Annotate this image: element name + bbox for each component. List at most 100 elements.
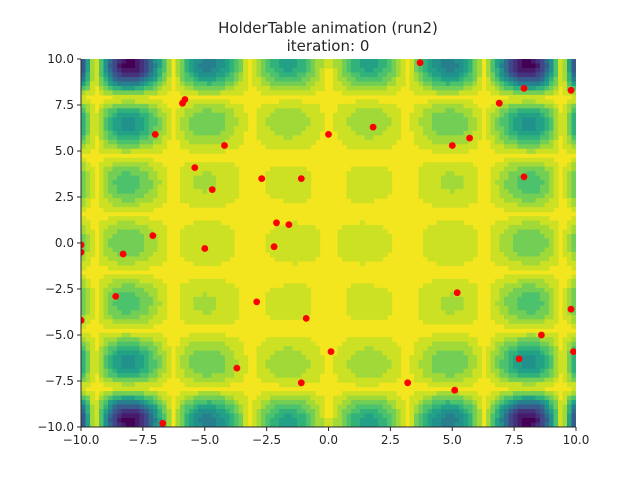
- contour-cell: [270, 350, 276, 356]
- contour-cell: [508, 59, 514, 65]
- contour-cell: [108, 144, 114, 150]
- contour-cell: [459, 337, 465, 343]
- contour-cell: [373, 108, 379, 114]
- contour-cell: [499, 166, 505, 172]
- contour-cell: [117, 135, 123, 141]
- contour-cell: [567, 247, 573, 253]
- contour-cell: [391, 350, 397, 356]
- contour-cell: [463, 59, 469, 65]
- contour-cell: [279, 305, 285, 311]
- contour-cell: [418, 189, 424, 195]
- contour-cell: [508, 341, 514, 347]
- contour-cell: [135, 256, 141, 262]
- contour-cell: [373, 359, 379, 365]
- contour-cell: [85, 346, 91, 352]
- contour-cell: [139, 296, 145, 302]
- contour-cell: [310, 85, 316, 92]
- contour-cell: [373, 135, 379, 141]
- contour-cell: [360, 193, 366, 199]
- contour-cell: [99, 144, 105, 150]
- contour-cell: [315, 243, 321, 249]
- contour-cell: [207, 99, 213, 105]
- contour-cell: [301, 364, 307, 370]
- contour-cell: [85, 225, 91, 231]
- contour-cell: [130, 67, 136, 74]
- contour-cell: [256, 108, 262, 114]
- contour-cell: [310, 112, 316, 118]
- contour-cell: [310, 121, 316, 127]
- contour-cell: [535, 63, 541, 69]
- contour-cell: [517, 162, 523, 168]
- contour-cell: [144, 355, 150, 361]
- contour-cell: [283, 99, 289, 105]
- contour-cell: [270, 67, 276, 74]
- contour-cell: [468, 63, 474, 69]
- contour-cell: [526, 184, 532, 190]
- contour-cell: [81, 81, 87, 87]
- contour-cell: [225, 81, 231, 87]
- contour-cell: [283, 251, 289, 258]
- contour-cell: [360, 350, 366, 356]
- contour-cell: [373, 251, 379, 258]
- contour-cell: [526, 265, 532, 271]
- contour-cell: [108, 234, 114, 240]
- contour-cell: [103, 121, 109, 127]
- contour-cell: [468, 247, 474, 253]
- contour-cell: [81, 108, 87, 114]
- contour-cell: [279, 364, 285, 370]
- contour-cell: [306, 243, 312, 249]
- contour-cell: [342, 130, 348, 136]
- contour-cell: [301, 359, 307, 365]
- contour-cell: [270, 296, 276, 302]
- contour-cell: [508, 337, 514, 343]
- contour-cell: [468, 180, 474, 186]
- contour-cell: [94, 359, 100, 365]
- contour-cell: [531, 121, 537, 127]
- contour-cell: [553, 355, 559, 361]
- contour-cell: [148, 85, 154, 92]
- contour-cell: [355, 198, 361, 204]
- contour-cell: [364, 135, 370, 141]
- contour-cell: [225, 189, 231, 195]
- contour-cell: [319, 76, 325, 83]
- contour-cell: [144, 121, 150, 127]
- contour-cell: [463, 148, 469, 154]
- contour-cell: [130, 359, 136, 365]
- contour-cell: [288, 359, 294, 365]
- contour-cell: [495, 229, 501, 235]
- contour-cell: [144, 189, 150, 195]
- contour-cell: [279, 256, 285, 262]
- contour-cell: [108, 207, 114, 213]
- contour-cell: [553, 59, 559, 65]
- contour-cell: [180, 234, 186, 240]
- contour-cell: [567, 310, 573, 316]
- contour-cell: [517, 364, 523, 370]
- contour-cell: [531, 283, 537, 289]
- contour-cell: [283, 184, 289, 190]
- contour-cell: [274, 76, 280, 83]
- contour-cell: [499, 251, 505, 258]
- contour-cell: [229, 350, 235, 356]
- contour-cell: [459, 198, 465, 204]
- contour-cell: [229, 63, 235, 69]
- contour-cell: [193, 220, 199, 226]
- contour-cell: [540, 310, 546, 316]
- contour-cell: [103, 72, 109, 78]
- contour-cell: [198, 180, 204, 186]
- contour-cell: [522, 144, 528, 150]
- contour-cell: [256, 355, 262, 361]
- contour-cell: [157, 251, 163, 258]
- contour-cell: [112, 117, 118, 123]
- contour-cell: [495, 135, 501, 141]
- contour-cell: [207, 359, 213, 365]
- contour-cell: [139, 220, 145, 226]
- contour-cell: [99, 251, 105, 258]
- contour-cell: [472, 85, 478, 92]
- contour-cell: [207, 144, 213, 150]
- contour-cell: [490, 135, 496, 141]
- contour-cell: [468, 337, 474, 343]
- contour-cell: [355, 117, 361, 123]
- contour-cell: [274, 63, 280, 69]
- contour-cell: [477, 350, 483, 356]
- contour-cell: [166, 359, 172, 365]
